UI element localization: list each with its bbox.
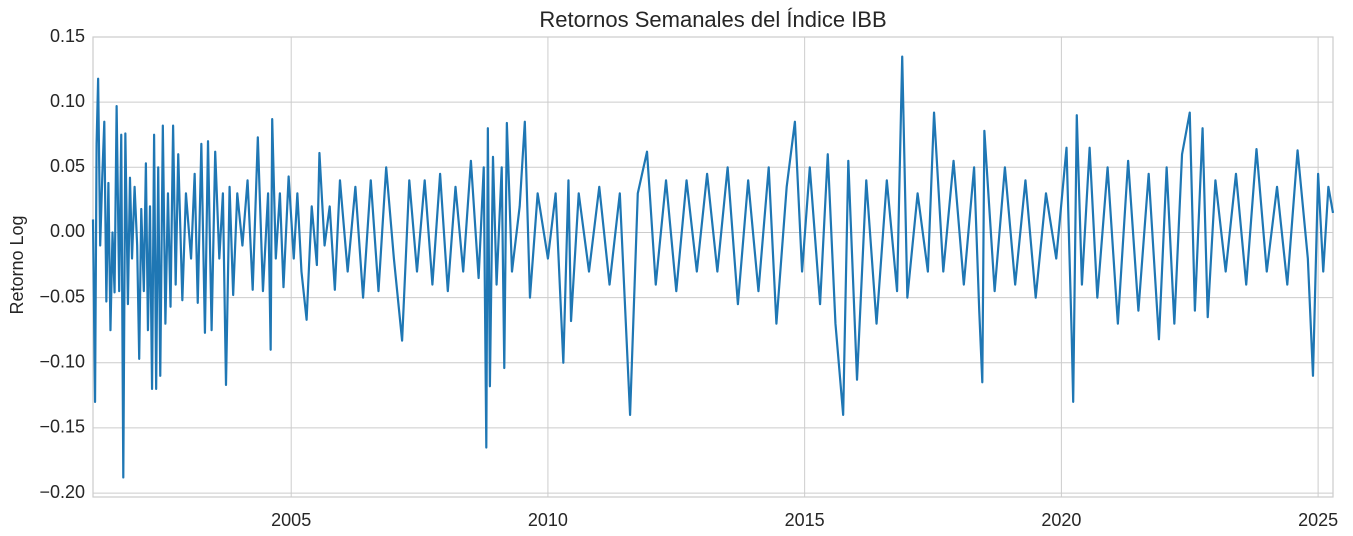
y-tick-label: 0.10 (50, 91, 85, 111)
x-tick-label: 2005 (271, 510, 311, 530)
x-tick-label: 2020 (1041, 510, 1081, 530)
y-tick-label: 0.00 (50, 221, 85, 241)
y-tick-label: −0.10 (39, 352, 85, 372)
chart-title: Retornos Semanales del Índice IBB (539, 7, 886, 32)
x-tick-label: 2025 (1298, 510, 1338, 530)
y-axis-label: Retorno Log (7, 215, 27, 314)
y-tick-label: 0.15 (50, 26, 85, 46)
y-tick-label: −0.05 (39, 286, 85, 306)
x-tick-label: 2015 (785, 510, 825, 530)
line-series (91, 55, 1335, 479)
x-tick-label: 2010 (528, 510, 568, 530)
y-tick-label: 0.05 (50, 156, 85, 176)
y-tick-label: −0.20 (39, 482, 85, 502)
y-tick-label: −0.15 (39, 417, 85, 437)
